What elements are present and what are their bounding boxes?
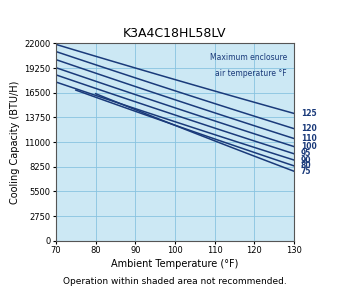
Title: K3A4C18HL58LV: K3A4C18HL58LV (123, 27, 227, 39)
Text: Operation within shaded area not recommended.: Operation within shaded area not recomme… (63, 277, 287, 286)
X-axis label: Ambient Temperature (°F): Ambient Temperature (°F) (111, 260, 239, 269)
Text: 110: 110 (301, 134, 317, 143)
Text: 90: 90 (301, 155, 312, 164)
Text: 95: 95 (301, 149, 311, 158)
Text: 75: 75 (301, 167, 312, 176)
Y-axis label: Cooling Capacity (BTU/H): Cooling Capacity (BTU/H) (10, 80, 20, 204)
Text: 80: 80 (301, 161, 312, 170)
Text: 125: 125 (301, 109, 316, 118)
Text: 100: 100 (301, 142, 317, 151)
Text: Maximum enclosure: Maximum enclosure (210, 53, 287, 62)
Text: 120: 120 (301, 124, 317, 133)
Text: air temperature °F: air temperature °F (215, 69, 287, 78)
